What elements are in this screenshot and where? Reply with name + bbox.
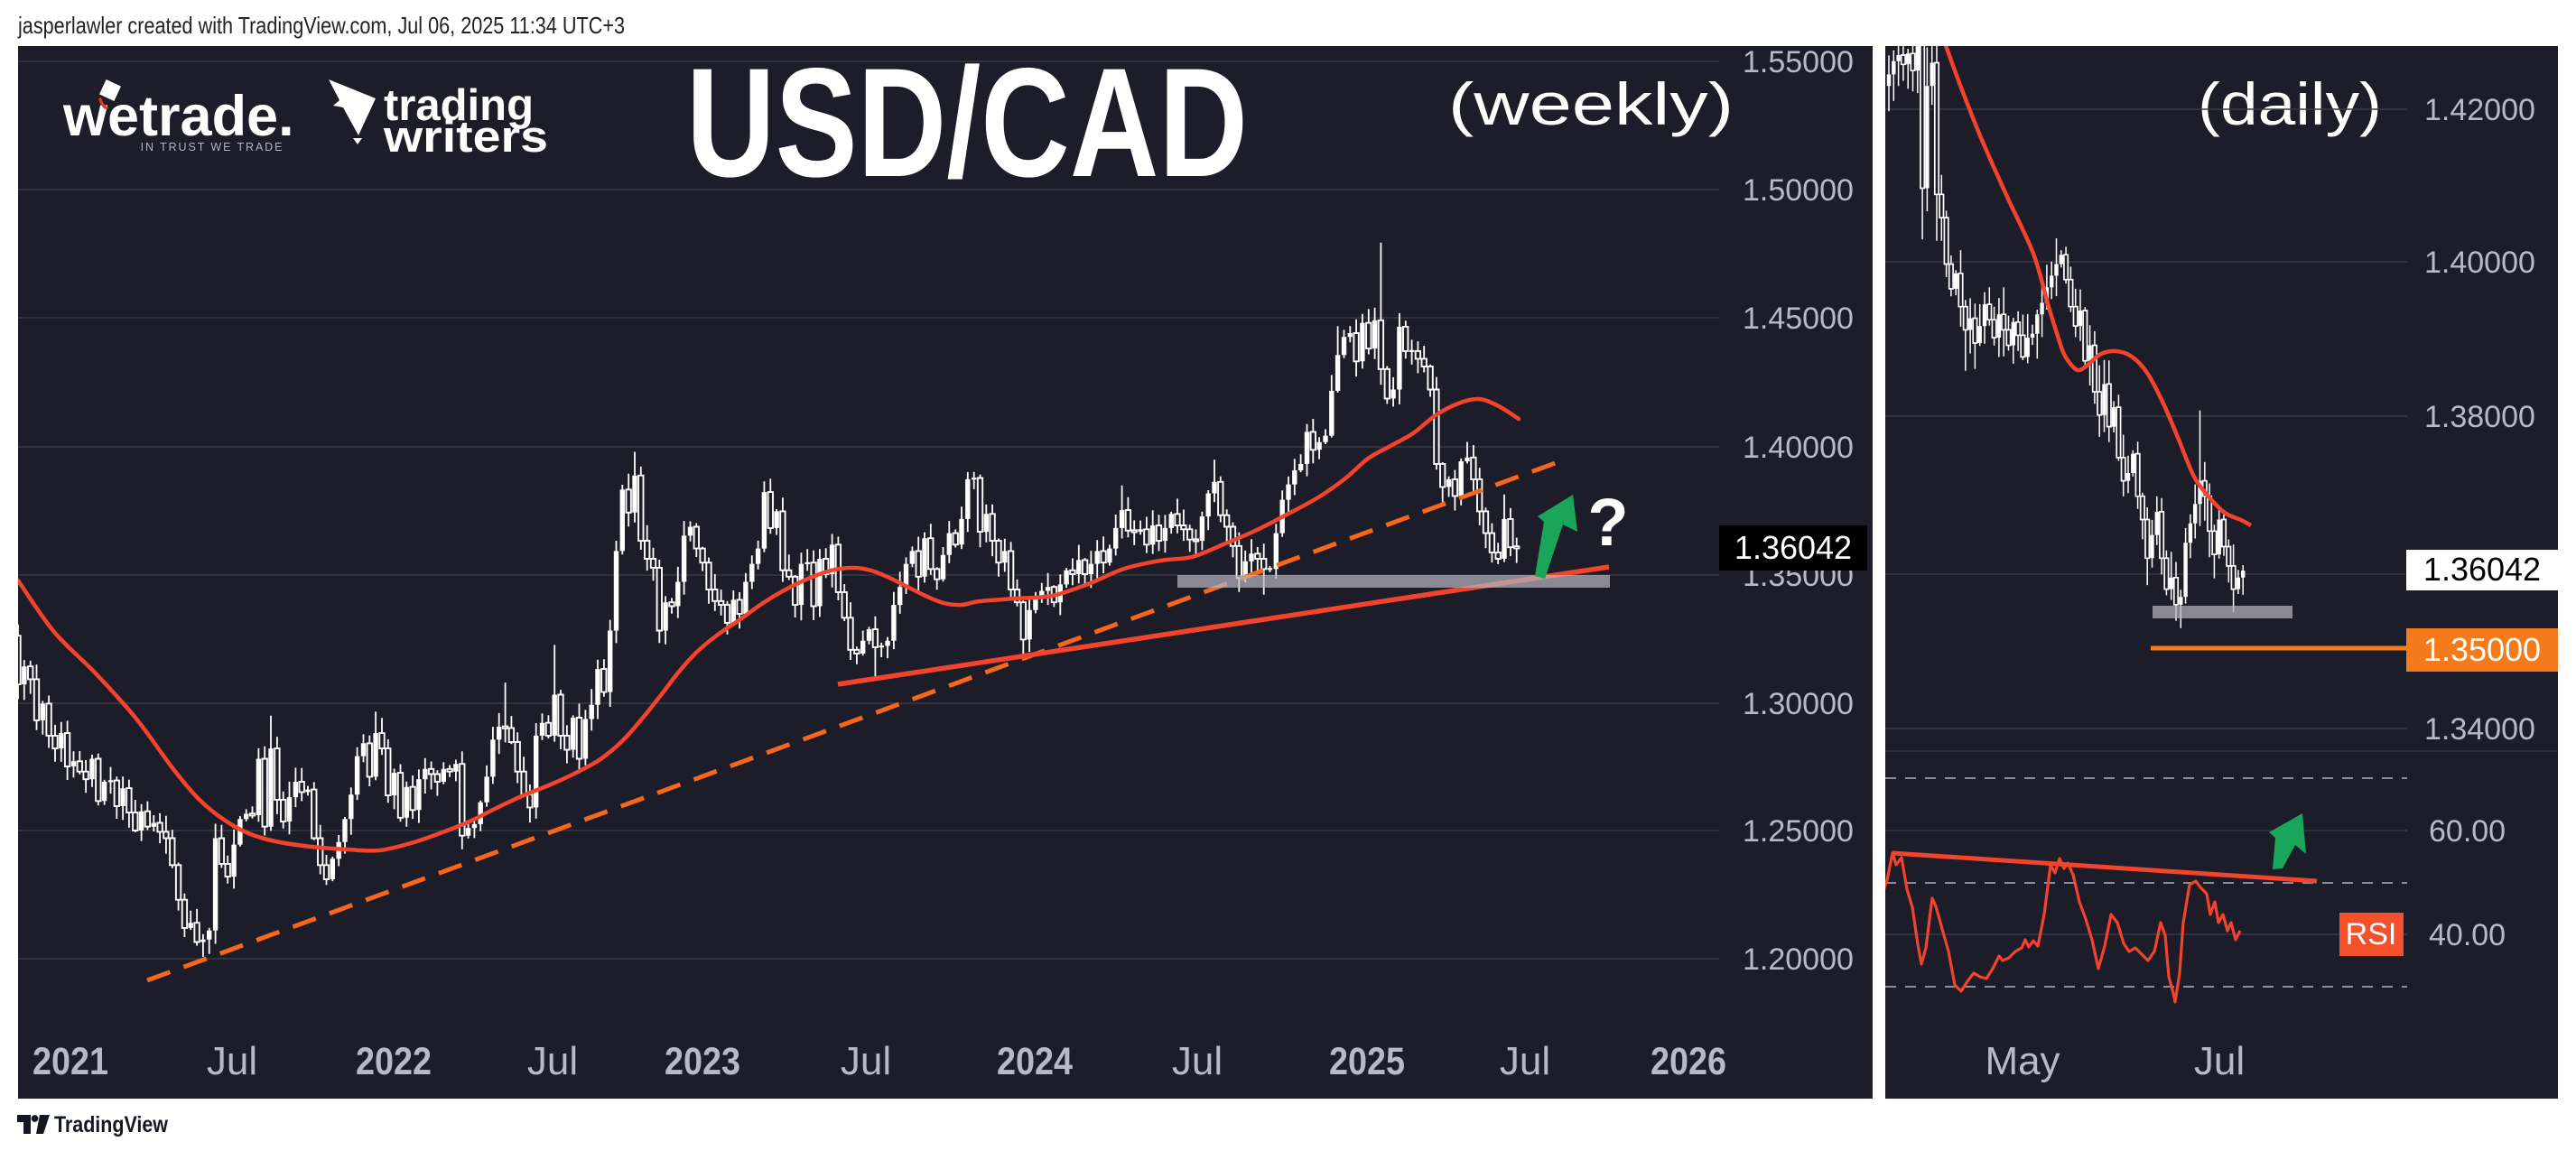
svg-text:Jul: Jul: [207, 1039, 257, 1083]
svg-text:1.50000: 1.50000: [1743, 173, 1854, 208]
svg-text:1.34000: 1.34000: [2424, 712, 2535, 747]
svg-text:2024: 2024: [997, 1040, 1073, 1083]
svg-text:1.55000: 1.55000: [1743, 45, 1854, 79]
svg-text:2023: 2023: [665, 1040, 740, 1083]
svg-text:1.36042: 1.36042: [1734, 529, 1852, 566]
svg-text:2021: 2021: [33, 1040, 108, 1083]
svg-text:Jul: Jul: [2194, 1039, 2245, 1083]
svg-text:2022: 2022: [356, 1040, 432, 1083]
svg-text:1.35000: 1.35000: [2423, 631, 2541, 668]
svg-text:2025: 2025: [1329, 1040, 1405, 1083]
svg-text:2026: 2026: [1651, 1040, 1726, 1083]
svg-text:writers: writers: [383, 113, 548, 162]
svg-text:RSI: RSI: [2346, 917, 2397, 951]
svg-text:jasperlawler created with Trad: jasperlawler created with TradingView.co…: [17, 12, 625, 39]
svg-text:?: ?: [1587, 485, 1628, 560]
svg-text:May: May: [1985, 1039, 2060, 1083]
svg-text:USD/CAD: USD/CAD: [686, 36, 1248, 209]
svg-text:40.00: 40.00: [2429, 918, 2506, 952]
svg-text:1.20000: 1.20000: [1743, 942, 1854, 977]
svg-text:(weekly): (weekly): [1448, 70, 1734, 137]
svg-text:Jul: Jul: [1172, 1039, 1223, 1083]
svg-text:1.36042: 1.36042: [2423, 551, 2541, 588]
svg-text:60.00: 60.00: [2429, 814, 2506, 849]
svg-text:1.40000: 1.40000: [2424, 246, 2535, 280]
svg-text:TradingView: TradingView: [54, 1112, 168, 1137]
svg-text:1.25000: 1.25000: [1743, 814, 1854, 849]
svg-text:Jul: Jul: [1500, 1039, 1550, 1083]
svg-text:trading: trading: [384, 81, 534, 130]
svg-text:1.30000: 1.30000: [1743, 687, 1854, 721]
svg-text:1.38000: 1.38000: [2424, 400, 2535, 434]
svg-text:IN TRUST WE TRADE: IN TRUST WE TRADE: [141, 141, 284, 153]
svg-text:1.45000: 1.45000: [1743, 302, 1854, 336]
svg-text:1.42000: 1.42000: [2424, 93, 2535, 127]
svg-text:Jul: Jul: [841, 1039, 891, 1083]
svg-text:(daily): (daily): [2198, 70, 2382, 137]
svg-text:wetrade.: wetrade.: [62, 85, 294, 148]
svg-text:Jul: Jul: [527, 1039, 578, 1083]
svg-text:1.40000: 1.40000: [1743, 431, 1854, 465]
